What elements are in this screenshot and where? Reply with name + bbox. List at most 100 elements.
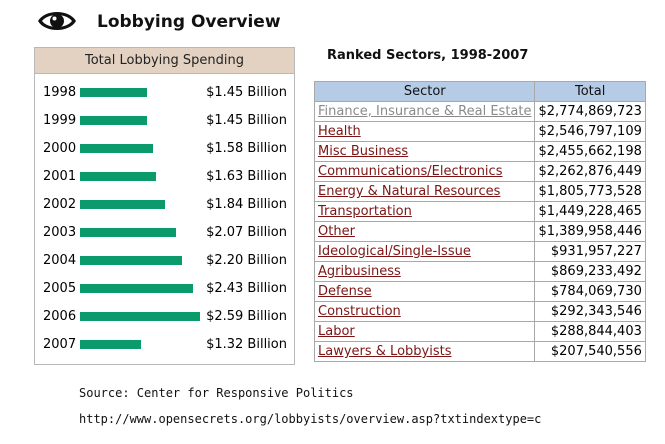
sector-link[interactable]: Other [318,224,355,239]
spending-year: 1999 [43,113,77,128]
spending-year: 2005 [43,281,77,296]
spending-amount: $1.32 Billion [206,337,287,352]
sectors-table: Sector Total Finance, Insurance & Real E… [313,81,646,362]
spending-row: 2004 $2.20 Billion [35,251,294,271]
sector-link[interactable]: Construction [318,304,401,319]
sector-total: $2,455,662,198 [534,141,646,162]
sector-cell: Labor [313,321,536,342]
spending-row: 1999 $1.45 Billion [35,111,294,131]
spending-row: 2003 $2.07 Billion [35,223,294,243]
sector-cell: Other [313,221,536,242]
spending-bar [80,88,147,97]
sector-total: $1,449,228,465 [534,201,646,222]
spending-year: 2003 [43,225,77,240]
sector-row: Labor $288,844,403 [313,321,646,342]
sector-link[interactable]: Misc Business [318,144,409,159]
sector-link[interactable]: Finance, Insurance & Real Estate [318,104,532,119]
spending-bar [80,228,176,237]
page-title: Lobbying Overview [97,12,281,32]
sector-link[interactable]: Communications/Electronics [318,164,503,179]
spending-bar [80,340,141,349]
sector-row: Health $2,546,797,109 [313,121,646,142]
sector-link[interactable]: Health [318,124,361,139]
sector-row: Agribusiness $869,233,492 [313,261,646,282]
sector-total: $2,774,869,723 [534,101,646,122]
sector-row: Transportation $1,449,228,465 [313,201,646,222]
spending-year: 2002 [43,197,77,212]
spending-amount: $1.45 Billion [206,113,287,128]
spending-amount: $1.84 Billion [206,197,287,212]
spending-bar [80,284,193,293]
spending-year: 2000 [43,141,77,156]
sector-link[interactable]: Agribusiness [318,264,401,279]
sector-total: $869,233,492 [534,261,646,282]
sector-cell: Construction [313,301,536,322]
sector-row: Energy & Natural Resources $1,805,773,528 [313,181,646,202]
sector-link[interactable]: Transportation [318,204,412,219]
spending-bar [80,256,182,265]
sector-cell: Agribusiness [313,261,536,282]
sector-total: $931,957,227 [534,241,646,262]
sector-row: Defense $784,069,730 [313,281,646,302]
spending-row: 1998 $1.45 Billion [35,83,294,103]
sector-link[interactable]: Defense [318,284,372,299]
sector-row: Communications/Electronics $2,262,876,449 [313,161,646,182]
spending-bar [80,144,153,153]
sector-total: $288,844,403 [534,321,646,342]
total-spending-panel: Total Lobbying Spending 1998 $1.45 Billio… [34,47,295,365]
spending-year: 2006 [43,309,77,324]
sectors-title: Ranked Sectors, 1998-2007 [327,48,529,63]
sector-total: $784,069,730 [534,281,646,302]
sector-total: $292,343,546 [534,301,646,322]
sector-row: Lawyers & Lobbyists $207,540,556 [313,341,646,362]
sector-link[interactable]: Ideological/Single-Issue [318,244,471,259]
sector-cell: Lawyers & Lobbyists [313,341,536,362]
spending-year: 2001 [43,169,77,184]
sector-cell: Energy & Natural Resources [313,181,536,202]
spending-row: 2005 $2.43 Billion [35,279,294,299]
sector-total: $1,805,773,528 [534,181,646,202]
spending-row: 2000 $1.58 Billion [35,139,294,159]
spending-year: 2007 [43,337,77,352]
sector-total: $207,540,556 [534,341,646,362]
sectors-body: Finance, Insurance & Real Estate $2,774,8… [313,101,646,362]
sector-row: Misc Business $2,455,662,198 [313,141,646,162]
sector-link[interactable]: Energy & Natural Resources [318,184,501,199]
spending-amount: $1.45 Billion [206,85,287,100]
spending-year: 2004 [43,253,77,268]
sector-link[interactable]: Labor [318,324,355,339]
sectors-header-row: Sector Total [313,81,646,102]
spending-bar [80,116,147,125]
sector-row: Construction $292,343,546 [313,301,646,322]
spending-row: 2006 $2.59 Billion [35,307,294,327]
eye-icon [38,12,76,30]
sector-total: $2,546,797,109 [534,121,646,142]
sector-cell: Health [313,121,536,142]
sector-row: Ideological/Single-Issue $931,957,227 [313,241,646,262]
spending-row: 2007 $1.32 Billion [35,335,294,355]
spending-panel-header: Total Lobbying Spending [35,48,294,74]
sector-cell: Misc Business [313,141,536,162]
column-header-total: Total [534,81,646,102]
spending-row: 2002 $1.84 Billion [35,195,294,215]
sector-cell: Finance, Insurance & Real Estate [313,101,536,122]
spending-amount: $1.63 Billion [206,169,287,184]
sector-cell: Communications/Electronics [313,161,536,182]
spending-bar [80,172,156,181]
column-header-sector: Sector [313,81,536,102]
sector-row: Other $1,389,958,446 [313,221,646,242]
spending-year: 1998 [43,85,77,100]
sector-total: $1,389,958,446 [534,221,646,242]
spending-bar [80,200,165,209]
sector-cell: Transportation [313,201,536,222]
source-url: http://www.opensecrets.org/lobbyists/ove… [79,412,542,426]
spending-amount: $2.43 Billion [206,281,287,296]
source-text: Source: Center for Responsive Politics [79,386,354,400]
spending-amount: $1.58 Billion [206,141,287,156]
spending-amount: $2.07 Billion [206,225,287,240]
sector-cell: Defense [313,281,536,302]
spending-bar [80,312,200,321]
sector-total: $2,262,876,449 [534,161,646,182]
spending-amount: $2.59 Billion [206,309,287,324]
sector-link[interactable]: Lawyers & Lobbyists [318,344,452,359]
